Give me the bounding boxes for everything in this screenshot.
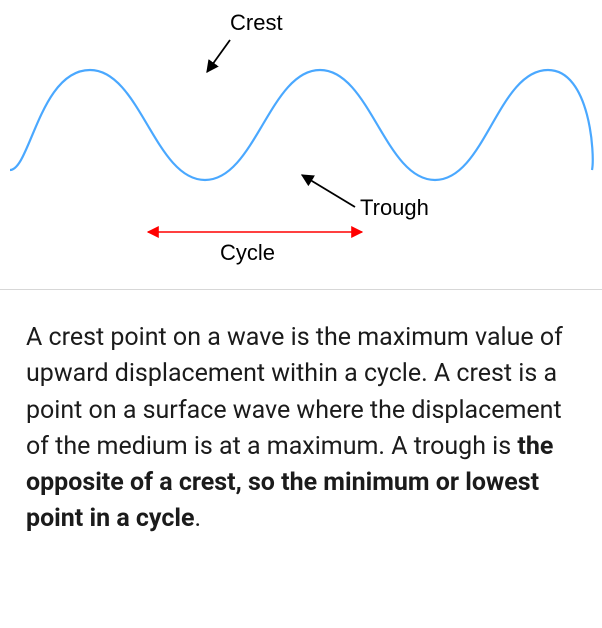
wave-svg — [0, 0, 602, 290]
description-paragraph: A crest point on a wave is the maximum v… — [26, 320, 576, 538]
description-part1: A crest point on a wave is the maximum v… — [26, 323, 563, 461]
wave-path — [10, 70, 593, 180]
trough-label: Trough — [360, 195, 429, 221]
crest-arrow — [207, 40, 230, 72]
crest-label: Crest — [230, 10, 283, 36]
wave-diagram: Crest Trough Cycle — [0, 0, 602, 290]
description-text-area: A crest point on a wave is the maximum v… — [0, 290, 602, 558]
trough-arrow — [302, 175, 355, 207]
cycle-label: Cycle — [220, 240, 275, 266]
description-part3: . — [195, 504, 202, 533]
